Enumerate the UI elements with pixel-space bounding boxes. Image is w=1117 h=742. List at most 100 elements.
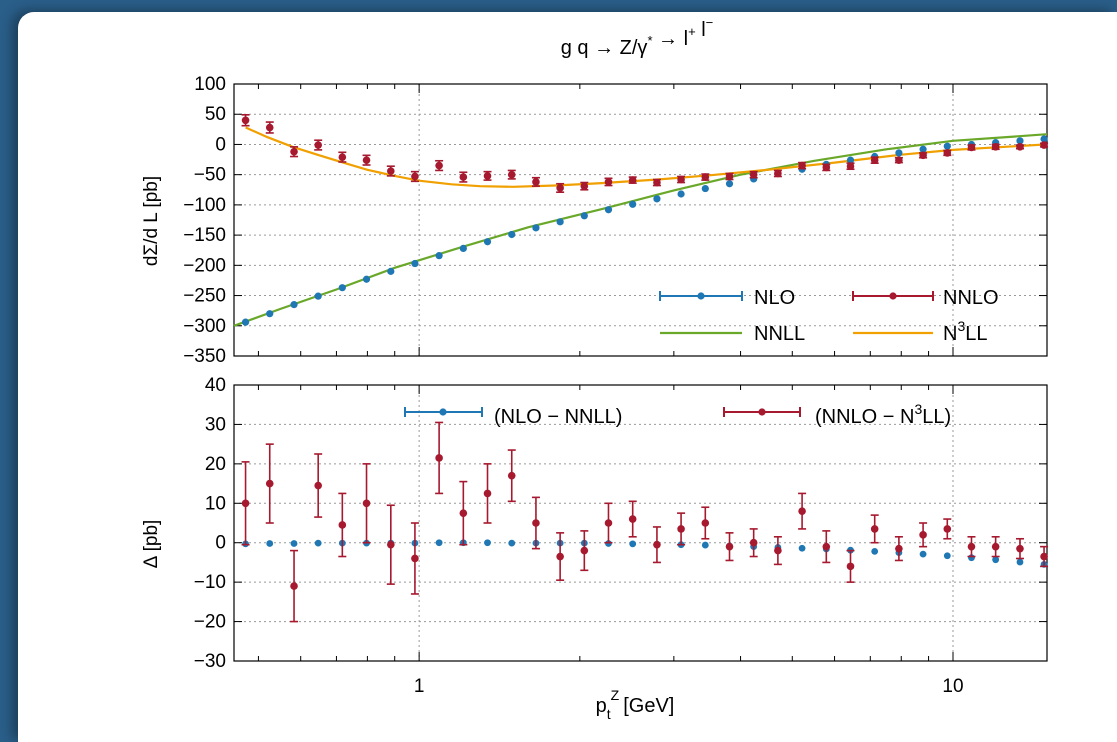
data-point-nlo-minus-nnll <box>629 540 637 548</box>
plot-frame <box>233 384 1048 662</box>
data-point-nnlo <box>919 151 927 160</box>
chart-svg: g q → Z/γ* → l+ l− dΣ/d L [pb] Δ [pb] pt… <box>141 15 1049 722</box>
legend-label-nlo: NLO <box>754 287 795 309</box>
data-point-nnlo-minus-n3ll <box>290 582 298 590</box>
data-point-nlo-minus-nnll <box>871 547 879 555</box>
x-tick-label: 1 <box>414 676 425 697</box>
data-point-nnlo <box>459 173 468 181</box>
data-point-nnlo-minus-n3ll <box>387 540 395 549</box>
y-tick-label: −10 <box>194 572 226 593</box>
y-tick-label: 0 <box>215 533 226 554</box>
data-point-nlo <box>483 238 492 246</box>
data-point-nnlo <box>1016 143 1024 151</box>
data-point-nnlo-minus-n3ll <box>967 542 976 551</box>
data-point-nnlo <box>701 173 710 181</box>
data-point-nnlo-minus-n3ll <box>483 489 492 498</box>
data-point-nlo <box>725 180 734 188</box>
data-point-nnlo <box>387 167 395 175</box>
data-point-nlo-minus-nnll <box>314 539 322 547</box>
data-point-nnlo <box>532 178 540 186</box>
data-point-nnlo <box>895 156 903 164</box>
data-point-nlo <box>629 200 637 208</box>
data-point-nnlo <box>749 170 758 179</box>
x-axis-label-main: p <box>596 695 607 717</box>
data-point-nnlo-minus-n3ll <box>556 552 564 561</box>
data-point-nnlo-minus-n3ll <box>1016 544 1024 553</box>
data-point-nnlo <box>435 161 443 170</box>
data-point-nlo <box>919 145 927 153</box>
data-point-nlo <box>387 267 395 275</box>
data-point-nnlo-minus-n3ll <box>362 499 371 508</box>
data-point-nnlo <box>314 141 322 149</box>
data-point-nnlo-minus-n3ll <box>628 515 637 523</box>
y-tick-label: −50 <box>194 165 226 186</box>
data-point-nnlo <box>290 147 298 156</box>
data-point-nlo <box>411 259 419 268</box>
data-point-nnlo-minus-n3ll <box>338 521 347 529</box>
data-point-nnlo-minus-n3ll <box>822 542 831 551</box>
y-tick-label: 0 <box>215 134 226 155</box>
y-tick-label: 50 <box>205 104 226 125</box>
data-point-nnlo <box>677 175 685 184</box>
data-point-nlo <box>943 142 951 150</box>
data-point-nlo-minus-nnll <box>943 552 951 560</box>
data-point-nnlo <box>943 149 952 157</box>
data-point-nnlo-minus-n3ll <box>774 546 782 555</box>
y-tick-label: 30 <box>205 414 226 435</box>
y-tick-label: −200 <box>183 255 226 276</box>
x-axis-label: ptZ [GeV] <box>596 687 675 722</box>
bottom-panel: 40 30 20 10 0 −10 −20 −30 1 10 <box>194 375 1049 697</box>
data-point-nlo <box>338 284 346 292</box>
data-point-nlo <box>290 301 298 309</box>
legend-label-nnlo: NNLO <box>943 287 999 309</box>
legend-label-nnlo-minus-n3ll: (NNLO − N3LL) <box>815 401 951 428</box>
data-point-nnlo-minus-n3ll <box>411 554 419 563</box>
data-point-nnlo <box>846 162 855 171</box>
bottom-y-axis-label: Δ [pb] <box>141 520 162 569</box>
data-point-nnlo-minus-n3ll <box>459 509 468 517</box>
data-point-nlo <box>701 184 709 193</box>
x-tick-label: 10 <box>942 676 963 697</box>
bottom-legend: (NLO − NNLL) (NNLO − N3LL) <box>404 401 951 428</box>
data-point-nlo <box>846 156 855 164</box>
legend-label-n3ll-tail: LL <box>965 323 987 345</box>
data-point-nnlo-minus-n3ll <box>241 499 250 508</box>
data-point-nlo <box>314 292 322 300</box>
data-point-nlo <box>653 195 661 203</box>
y-tick-label: −20 <box>194 612 226 633</box>
data-point-nnlo-minus-n3ll <box>507 471 516 480</box>
data-point-nnlo <box>628 176 637 184</box>
data-point-nnlo <box>798 161 806 170</box>
data-point-nnlo <box>604 178 613 186</box>
data-point-nnlo-minus-n3ll <box>532 519 540 527</box>
data-point-nlo <box>459 244 467 253</box>
data-point-nlo <box>556 218 564 226</box>
legend-label-nnlo-minus-n3ll-sup: 3 <box>914 401 922 417</box>
legend-label-nlo-minus-nnll: (NLO − NNLL) <box>494 406 622 428</box>
data-point-nnlo <box>265 123 274 132</box>
data-point-nnlo-minus-n3ll <box>580 546 589 555</box>
data-point-nlo-minus-nnll <box>266 540 274 547</box>
legend-marker-nnlo <box>889 292 897 300</box>
data-point-nlo <box>508 230 516 239</box>
legend-label-nnll: NNLL <box>754 323 805 345</box>
y-tick-label: 10 <box>205 493 226 514</box>
y-tick-label: 40 <box>205 375 226 396</box>
data-point-nnlo-minus-n3ll <box>701 519 710 527</box>
data-point-nlo <box>1040 135 1048 143</box>
y-tick-label: −350 <box>183 346 226 367</box>
data-point-nnlo-minus-n3ll <box>653 540 661 549</box>
data-point-nlo-minus-nnll <box>798 544 806 552</box>
data-point-nlo-minus-nnll <box>484 539 491 547</box>
data-point-nlo-minus-nnll <box>290 540 298 547</box>
top-panel: 100 50 0 −50 −100 −150 −200 −250 −300 −350 <box>183 74 1049 367</box>
data-point-nnlo-minus-n3ll <box>265 479 274 488</box>
data-point-nnlo <box>580 182 589 190</box>
data-point-nnlo-minus-n3ll <box>435 454 443 462</box>
data-point-nnlo <box>362 156 371 164</box>
data-point-nlo <box>362 275 371 283</box>
legend-marker-nlo <box>697 292 705 300</box>
y-tick-label: −300 <box>183 316 226 337</box>
data-point-nnlo <box>991 143 1000 151</box>
data-point-nlo <box>241 318 250 326</box>
